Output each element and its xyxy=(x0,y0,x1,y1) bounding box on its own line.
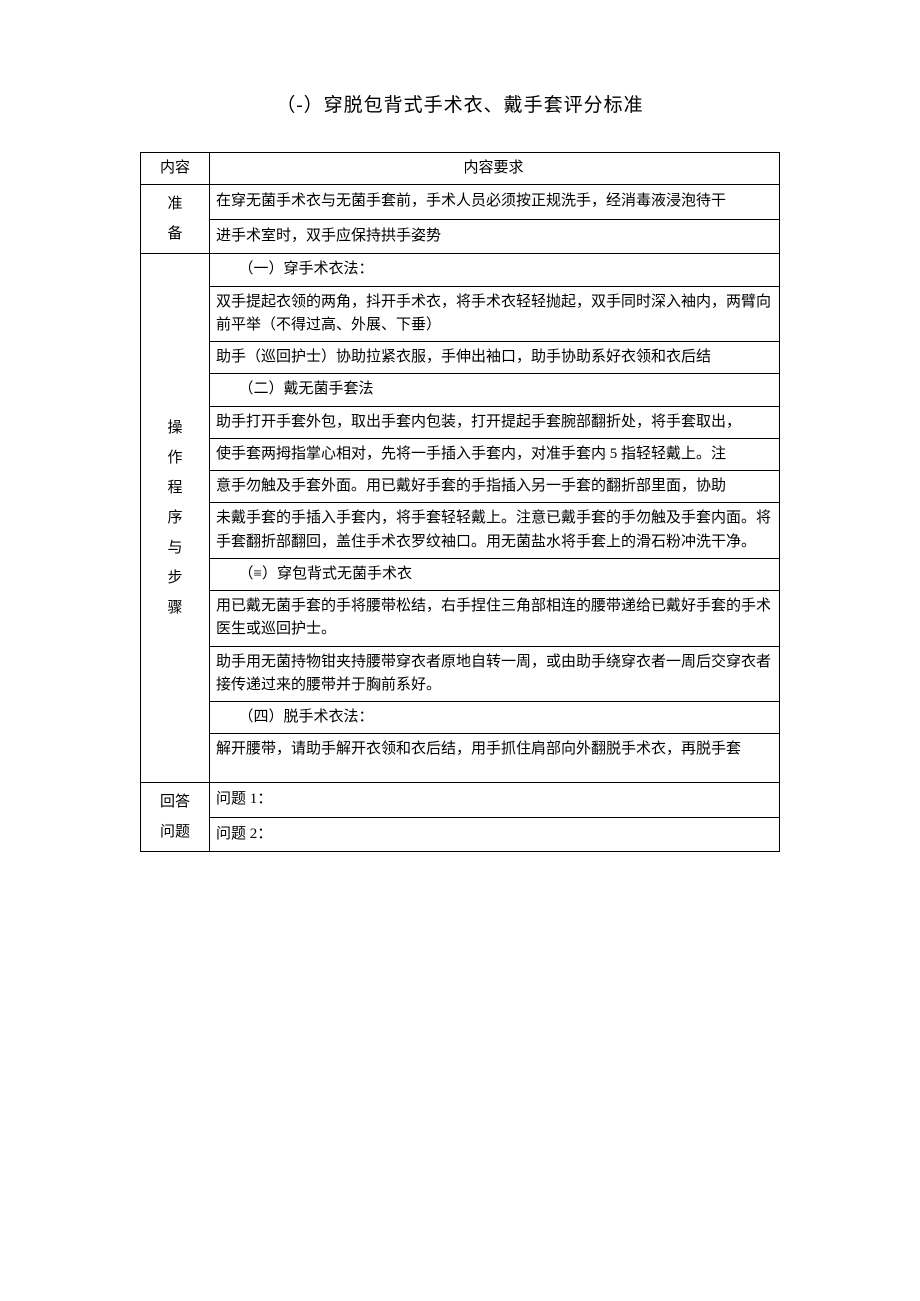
section-label-procedure: 操 作 程 序 与 步 骤 xyxy=(141,254,210,783)
cell-content: 助手（巡回护士）协助拉紧衣服，手伸出袖口，助手协助系好衣领和衣后结 xyxy=(210,342,780,374)
table-row: （≡）穿包背式无菌手术衣 xyxy=(141,558,780,590)
header-col-content: 内容 xyxy=(141,153,210,185)
prep-char-2: 备 xyxy=(167,226,182,242)
table-row: 意手勿触及手套外面。用已戴好手套的手指插入另一手套的翻折部里面，协助 xyxy=(141,471,780,503)
rubric-table: 内容 内容要求 准 备 在穿无菌手术衣与无菌手套前，手术人员必须按正规洗手，经消… xyxy=(140,152,780,852)
table-row: 进手术室时，双手应保持拱手姿势 xyxy=(141,219,780,254)
section-label-prep: 准 备 xyxy=(141,185,210,254)
cell-content: 未戴手套的手插入手套内，将手套轻轻戴上。注意已戴手套的手勿触及手套内面。将手套翻… xyxy=(210,503,780,559)
table-header-row: 内容 内容要求 xyxy=(141,153,780,185)
section-label-questions: 回答 问题 xyxy=(141,783,210,852)
page-container: （-）穿脱包背式手术衣、戴手套评分标准 内容 内容要求 准 备 在穿无菌手术衣与… xyxy=(0,0,920,912)
cell-content: （四）脱手术衣法： xyxy=(210,702,780,734)
table-row: 使手套两拇指掌心相对，先将一手插入手套内，对准手套内 5 指轻轻戴上。注 xyxy=(141,438,780,470)
table-row: 未戴手套的手插入手套内，将手套轻轻戴上。注意已戴手套的手勿触及手套内面。将手套翻… xyxy=(141,503,780,559)
table-row: 操 作 程 序 与 步 骤 （一）穿手术衣法： xyxy=(141,254,780,286)
prep-char-1: 准 xyxy=(167,196,182,212)
q-label-line-1: 回答 xyxy=(160,794,190,810)
cell-content: （一）穿手术衣法： xyxy=(210,254,780,286)
proc-char: 序 xyxy=(167,510,182,526)
cell-content: 问题 2： xyxy=(210,817,780,852)
document-title: （-）穿脱包背式手术衣、戴手套评分标准 xyxy=(140,90,780,117)
table-row: 助手用无菌持物钳夹持腰带穿衣者原地自转一周，或由助手绕穿衣者一周后交穿衣者接传递… xyxy=(141,646,780,702)
table-row: 助手（巡回护士）协助拉紧衣服，手伸出袖口，助手协助系好衣领和衣后结 xyxy=(141,342,780,374)
proc-char: 程 xyxy=(167,480,182,496)
proc-char: 作 xyxy=(167,450,182,466)
table-row: 准 备 在穿无菌手术衣与无菌手套前，手术人员必须按正规洗手，经消毒液浸泡待干 xyxy=(141,185,780,220)
proc-char: 步 xyxy=(167,570,182,586)
cell-content: 使手套两拇指掌心相对，先将一手插入手套内，对准手套内 5 指轻轻戴上。注 xyxy=(210,438,780,470)
cell-content: 助手打开手套外包，取出手套内包装，打开提起手套腕部翻折处，将手套取出， xyxy=(210,406,780,438)
table-row: 用已戴无菌手套的手将腰带松结，右手捏住三角部相连的腰带递给已戴好手套的手术医生或… xyxy=(141,591,780,647)
cell-content: 双手提起衣领的两角，抖开手术衣，将手术衣轻轻抛起，双手同时深入袖内，两臂向前平举… xyxy=(210,286,780,342)
cell-content: 进手术室时，双手应保持拱手姿势 xyxy=(210,219,780,254)
table-row: 双手提起衣领的两角，抖开手术衣，将手术衣轻轻抛起，双手同时深入袖内，两臂向前平举… xyxy=(141,286,780,342)
header-col-requirement: 内容要求 xyxy=(210,153,780,185)
q-label-line-2: 问题 xyxy=(160,824,190,840)
cell-content: 在穿无菌手术衣与无菌手套前，手术人员必须按正规洗手，经消毒液浸泡待干 xyxy=(210,185,780,220)
table-row: 解开腰带，请助手解开衣领和衣后结，用手抓住肩部向外翻脱手术衣，再脱手套 xyxy=(141,734,780,783)
table-row: （四）脱手术衣法： xyxy=(141,702,780,734)
proc-char: 操 xyxy=(167,420,182,436)
cell-content: （≡）穿包背式无菌手术衣 xyxy=(210,558,780,590)
cell-content: 用已戴无菌手套的手将腰带松结，右手捏住三角部相连的腰带递给已戴好手套的手术医生或… xyxy=(210,591,780,647)
cell-content: 解开腰带，请助手解开衣领和衣后结，用手抓住肩部向外翻脱手术衣，再脱手套 xyxy=(210,734,780,783)
cell-content: 助手用无菌持物钳夹持腰带穿衣者原地自转一周，或由助手绕穿衣者一周后交穿衣者接传递… xyxy=(210,646,780,702)
proc-char: 与 xyxy=(167,540,182,556)
table-row: 问题 2： xyxy=(141,817,780,852)
cell-content: 意手勿触及手套外面。用已戴好手套的手指插入另一手套的翻折部里面，协助 xyxy=(210,471,780,503)
proc-char: 骤 xyxy=(167,600,182,616)
cell-content: 问题 1： xyxy=(210,783,780,818)
cell-content: （二）戴无菌手套法 xyxy=(210,374,780,406)
table-row: 回答 问题 问题 1： xyxy=(141,783,780,818)
table-row: （二）戴无菌手套法 xyxy=(141,374,780,406)
table-row: 助手打开手套外包，取出手套内包装，打开提起手套腕部翻折处，将手套取出， xyxy=(141,406,780,438)
